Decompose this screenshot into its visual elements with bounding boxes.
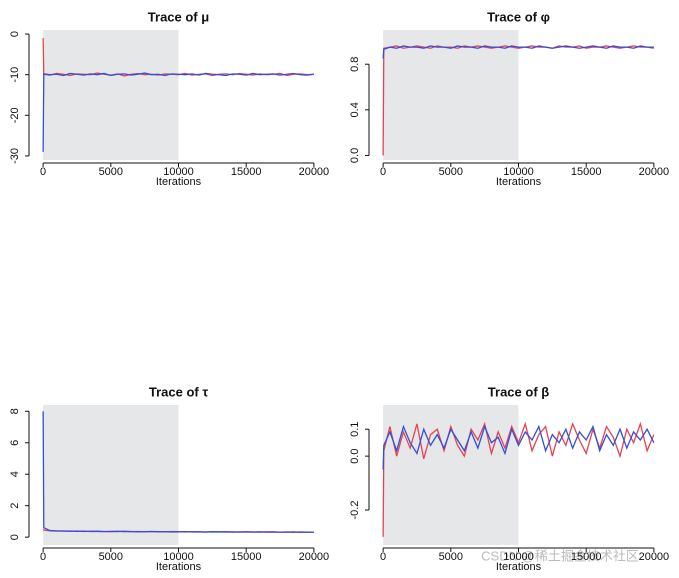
y-tick-label: 0.1: [349, 422, 361, 437]
x-tick-label: 15000: [231, 551, 262, 563]
y-tick-label: -20: [9, 107, 21, 123]
x-tick-label: 5000: [99, 551, 123, 563]
chart-title: Trace of μ: [148, 9, 209, 24]
x-tick-label: 5000: [439, 551, 463, 563]
x-axis-label: Iterations: [156, 176, 202, 188]
x-axis-label: Iterations: [496, 176, 542, 188]
chart-title: Trace of τ: [149, 384, 208, 399]
y-tick-label: 8: [9, 408, 21, 414]
x-tick-label: 10000: [503, 551, 534, 563]
x-tick-label: 20000: [639, 166, 670, 178]
trace-line: [382, 45, 654, 156]
x-tick-label: 5000: [439, 166, 463, 178]
x-tick-label: 0: [380, 551, 386, 563]
trace-line: [42, 72, 314, 152]
x-tick-label: 20000: [639, 551, 670, 563]
y-tick-label: -10: [9, 67, 21, 83]
y-tick-label: 0.4: [349, 102, 361, 117]
y-tick-label: 6: [9, 440, 21, 446]
trace-line: [382, 45, 654, 59]
watermark: CSDN @稀土掘金技术社区: [481, 548, 639, 563]
y-tick-label: -0.2: [349, 501, 361, 520]
burn-in-shade: [43, 405, 179, 545]
x-tick-label: 0: [40, 551, 46, 563]
x-tick-label: 15000: [571, 166, 602, 178]
x-tick-label: 20000: [299, 551, 330, 563]
chart-title: Trace of φ: [487, 9, 550, 24]
x-tick-label: 10000: [163, 551, 194, 563]
chart-title: Trace of β: [488, 384, 549, 399]
trace-line: [382, 424, 655, 470]
x-tick-label: 10000: [503, 166, 534, 178]
burn-in-shade: [383, 30, 519, 160]
trace-line: [382, 421, 655, 537]
y-tick-label: 0: [9, 31, 21, 37]
x-tick-label: 0: [380, 166, 386, 178]
y-tick-label: 0: [9, 534, 21, 540]
y-tick-label: 4: [9, 471, 21, 477]
x-tick-label: 20000: [299, 166, 330, 178]
y-tick-label: 0.0: [349, 449, 361, 464]
x-tick-label: 0: [40, 166, 46, 178]
x-tick-label: 5000: [99, 166, 123, 178]
burn-in-shade: [43, 30, 179, 160]
y-tick-label: 0.8: [349, 57, 361, 72]
trace-line: [42, 411, 314, 533]
x-tick-label: 10000: [163, 166, 194, 178]
x-axis-label: Iterations: [496, 561, 542, 573]
x-axis-label: Iterations: [156, 561, 202, 573]
y-tick-label: 2: [9, 503, 21, 509]
y-tick-label: 0.0: [349, 148, 361, 163]
x-tick-label: 15000: [571, 551, 602, 563]
x-tick-label: 15000: [231, 166, 262, 178]
y-tick-label: -30: [9, 148, 21, 164]
